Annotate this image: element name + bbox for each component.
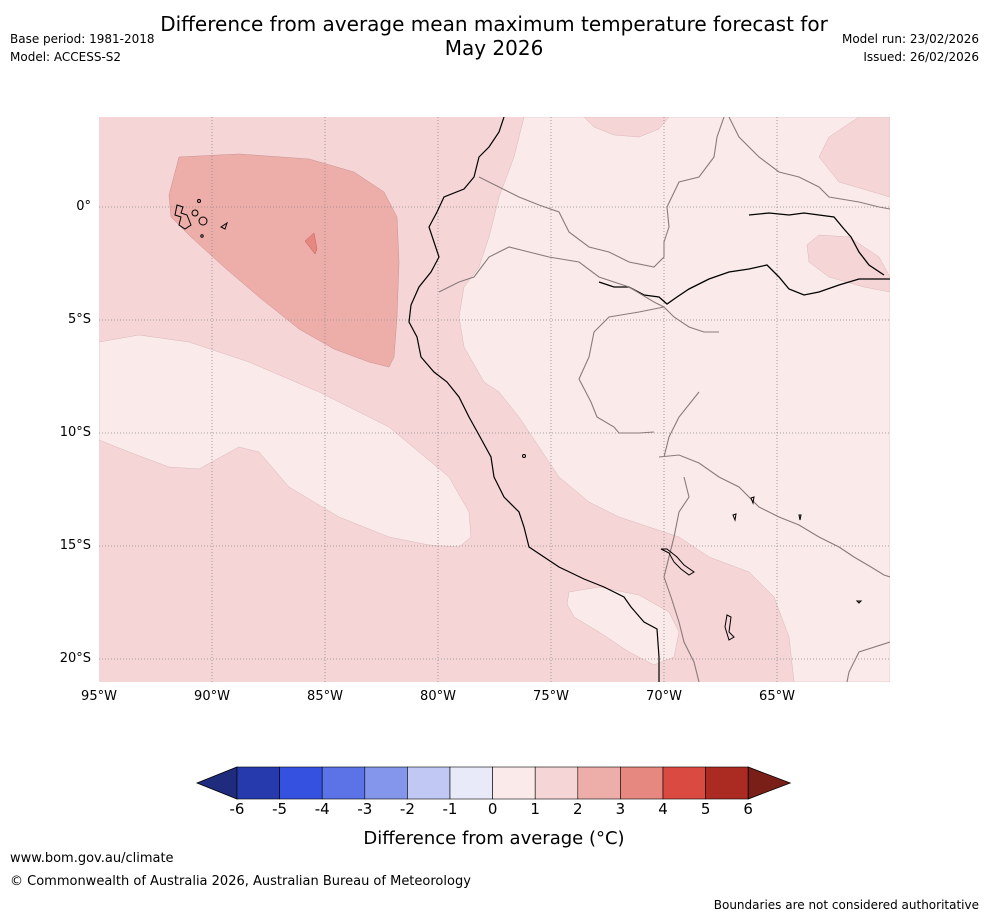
lon-label-95w: 95°W	[81, 689, 117, 704]
colorbar-svg	[195, 766, 792, 800]
colorbar-tick-label: -6	[229, 800, 245, 818]
colorbar	[195, 765, 793, 801]
colorbar-tick-label: 6	[743, 800, 753, 818]
pacific-coastline	[408, 117, 660, 682]
anomaly-3-4-patch	[304, 232, 318, 255]
colorbar-cell	[321, 766, 366, 800]
colorbar-arrow-high	[747, 766, 792, 800]
map-svg	[99, 117, 890, 682]
lat-label-0: 0°	[76, 199, 91, 214]
colorbar-cell	[534, 766, 579, 800]
colorbar-tick-label: 1	[530, 800, 540, 818]
national-borders	[438, 117, 890, 682]
lat-label-10s: 10°S	[59, 425, 91, 440]
anomaly-map	[99, 117, 890, 682]
colorbar-tick-label: 5	[700, 800, 711, 818]
lon-label-70w: 70°W	[646, 689, 682, 704]
footer-note: Boundaries are not considered authoritat…	[713, 898, 979, 912]
galapagos-islands	[174, 199, 228, 238]
colorbar-tick-label: -3	[357, 800, 373, 818]
colorbar-cell	[449, 766, 493, 800]
meta-right: Model run: 23/02/2026 Issued: 26/02/2026	[842, 30, 979, 66]
issued-date: Issued: 26/02/2026	[863, 50, 979, 64]
anomaly-1-2-patch-ne	[818, 117, 890, 198]
base-period: Base period: 1981-2018	[10, 32, 155, 46]
footer-copyright: © Commonwealth of Australia 2026, Austra…	[10, 874, 471, 889]
amazon-river	[598, 264, 890, 305]
colorbar-cell	[705, 766, 749, 800]
colorbar-tick-label: -1	[442, 800, 458, 818]
colorbar-tick-label: -2	[399, 800, 415, 818]
colorbar-arrow-low	[195, 766, 238, 800]
lat-label-5s: 5°S	[67, 312, 91, 327]
colorbar-cell	[407, 766, 451, 800]
colorbar-cell	[492, 766, 536, 800]
colorbar-cell	[662, 766, 706, 800]
model-name: Model: ACCESS-S2	[10, 50, 122, 64]
footer-url[interactable]: www.bom.gov.au/climate	[10, 851, 174, 866]
lon-label-90w: 90°W	[194, 689, 230, 704]
colorbar-cell	[364, 766, 408, 800]
anomaly-0-1-ocean-band	[99, 334, 472, 548]
graticule	[99, 117, 890, 682]
meta-left: Base period: 1981-2018 Model: ACCESS-S2	[10, 30, 155, 66]
colorbar-tick-label: 3	[615, 800, 626, 818]
anomaly-2-3-region	[168, 153, 400, 368]
colorbar-tick-label: -4	[314, 800, 330, 818]
colorbar-cell	[279, 766, 323, 800]
anomaly-1-2-patch-east	[806, 234, 890, 293]
colorbar-cell	[577, 766, 621, 800]
colorbar-tick-label: 2	[573, 800, 583, 818]
lon-label-80w: 80°W	[420, 689, 456, 704]
title-line-2: May 2026	[444, 36, 544, 60]
upper-amazon-river	[748, 212, 885, 276]
map-title: Difference from average mean maximum tem…	[0, 12, 988, 60]
colorbar-tick-label: 0	[487, 800, 498, 818]
small-lakes	[522, 454, 863, 641]
title-line-1: Difference from average mean maximum tem…	[160, 12, 828, 36]
model-run: Model run: 23/02/2026	[841, 32, 979, 46]
lat-label-20s: 20°S	[59, 651, 91, 666]
colorbar-tick-label: -5	[272, 800, 288, 818]
colorbar-tick-label: 4	[658, 800, 668, 818]
anomaly-0-1-land-region	[458, 117, 890, 682]
lon-label-85w: 85°W	[307, 689, 343, 704]
colorbar-label: Difference from average (°C)	[363, 828, 625, 849]
lon-label-75w: 75°W	[533, 689, 569, 704]
lat-label-15s: 15°S	[59, 538, 91, 553]
anomaly-1-2-patch-north	[583, 117, 670, 138]
colorbar-cell	[236, 766, 280, 800]
colorbar-cell	[620, 766, 664, 800]
lake-titicaca	[660, 548, 695, 576]
lon-label-65w: 65°W	[759, 689, 795, 704]
